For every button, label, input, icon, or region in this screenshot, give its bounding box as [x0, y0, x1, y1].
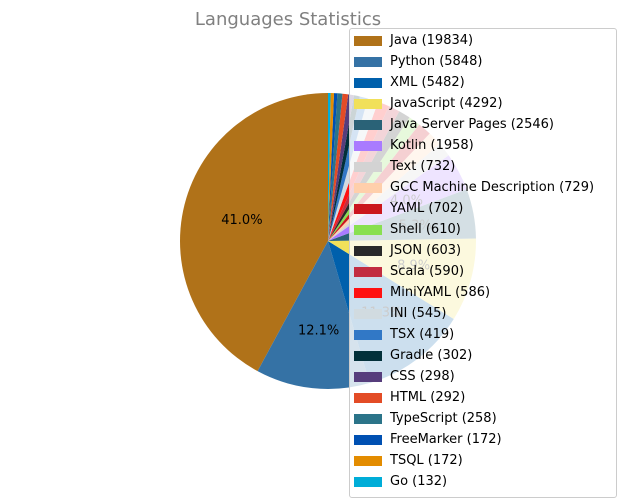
legend-label: Java Server Pages (2546) — [390, 117, 554, 132]
legend-label: INI (545) — [390, 306, 447, 321]
legend-swatch — [354, 476, 382, 487]
legend-swatch — [354, 161, 382, 172]
legend-swatch — [354, 35, 382, 46]
legend-entry: Text (732) — [354, 156, 455, 177]
legend-swatch — [354, 245, 382, 256]
legend-label: Python (5848) — [390, 54, 483, 69]
legend-swatch — [354, 287, 382, 298]
chart-title: Languages Statistics — [195, 9, 381, 30]
pie-slice-tsql — [328, 93, 335, 241]
legend-label: HTML (292) — [390, 390, 466, 405]
legend-entry: XML (5482) — [354, 72, 465, 93]
legend-entry: HTML (292) — [354, 387, 465, 408]
percent-label: 41.0% — [221, 213, 262, 228]
legend-label: Kotlin (1958) — [390, 138, 474, 153]
legend-entry: Shell (610) — [354, 219, 461, 240]
legend-entry: TSX (419) — [354, 324, 454, 345]
legend-entry: Java (19834) — [354, 30, 473, 51]
legend-swatch — [354, 224, 382, 235]
legend-entry: MiniYAML (586) — [354, 282, 490, 303]
legend-label: Shell (610) — [390, 222, 461, 237]
pie-slice-java — [179, 93, 328, 372]
legend: Java (19834) Python (5848) XML (5482) JavaS… — [349, 28, 617, 498]
legend-entry: Scala (590) — [354, 261, 464, 282]
legend-swatch — [354, 119, 382, 130]
legend-entry: YAML (702) — [354, 198, 463, 219]
legend-swatch — [354, 56, 382, 67]
legend-swatch — [354, 308, 382, 319]
legend-entry: INI (545) — [354, 303, 446, 324]
legend-entry: JavaScript (4292) — [354, 93, 503, 114]
legend-label: CSS (298) — [390, 369, 455, 384]
legend-swatch — [354, 98, 382, 109]
legend-label: TSX (419) — [390, 327, 455, 342]
legend-swatch — [354, 203, 382, 214]
legend-label: Go (132) — [390, 474, 448, 489]
legend-label: MiniYAML (586) — [390, 285, 491, 300]
legend-entry: Java Server Pages (2546) — [354, 114, 554, 135]
legend-swatch — [354, 455, 382, 466]
legend-label: JSON (603) — [390, 243, 462, 258]
legend-swatch — [354, 266, 382, 277]
legend-swatch — [354, 371, 382, 382]
legend-label: Java (19834) — [390, 33, 474, 48]
legend-entry: Python (5848) — [354, 51, 482, 72]
legend-swatch — [354, 350, 382, 361]
legend-label: GCC Machine Description (729) — [390, 180, 595, 195]
legend-label: Scala (590) — [390, 264, 465, 279]
pie-slice-css — [328, 94, 355, 242]
pie-slice-typescript — [328, 93, 343, 241]
legend-entry: CSS (298) — [354, 366, 455, 387]
legend-swatch — [354, 182, 382, 193]
legend-swatch — [354, 434, 382, 445]
legend-label: Gradle (302) — [390, 348, 473, 363]
percent-label: 12.1% — [298, 323, 339, 338]
legend-entry: TypeScript (258) — [354, 408, 497, 429]
legend-entry: Kotlin (1958) — [354, 135, 474, 156]
legend-swatch — [354, 77, 382, 88]
legend-entry: Go (132) — [354, 471, 447, 492]
legend-label: YAML (702) — [390, 201, 464, 216]
pie-slice-python — [257, 241, 370, 389]
legend-swatch — [354, 140, 382, 151]
legend-label: XML (5482) — [390, 75, 465, 90]
legend-swatch — [354, 329, 382, 340]
pie-slice-freemarker — [328, 93, 338, 241]
legend-entry: Gradle (302) — [354, 345, 472, 366]
legend-label: Text (732) — [390, 159, 456, 174]
legend-entry: FreeMarker (172) — [354, 429, 502, 450]
legend-swatch — [354, 392, 382, 403]
pie-slice-go — [328, 93, 331, 241]
legend-entry: JSON (603) — [354, 240, 461, 261]
legend-label: FreeMarker (172) — [390, 432, 502, 447]
legend-label: TypeScript (258) — [390, 411, 497, 426]
pie-slice-html — [328, 93, 349, 241]
legend-entry: GCC Machine Description (729) — [354, 177, 594, 198]
legend-label: JavaScript (4292) — [390, 96, 503, 111]
legend-entry: TSQL (172) — [354, 450, 463, 471]
legend-swatch — [354, 413, 382, 424]
legend-label: TSQL (172) — [390, 453, 463, 468]
